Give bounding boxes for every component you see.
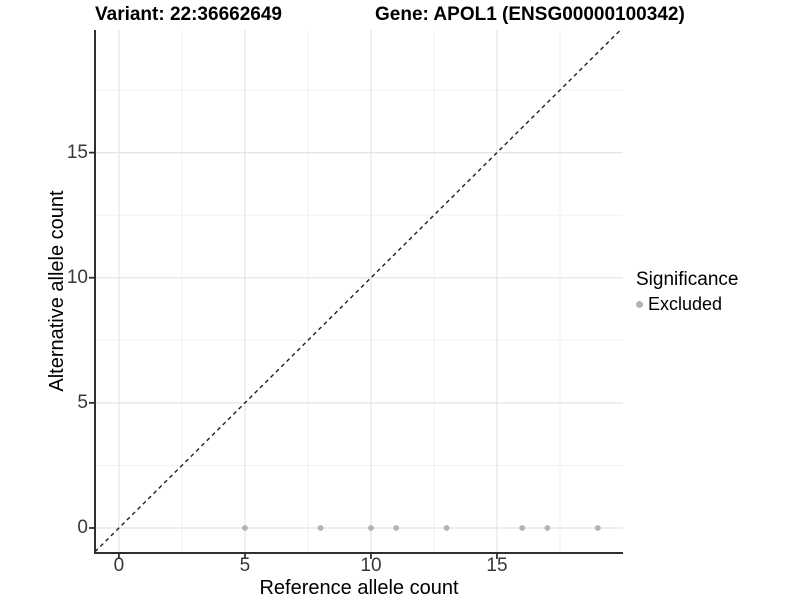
legend-point-icon (636, 301, 643, 308)
scatter-point (242, 525, 248, 531)
x-axis-title: Reference allele count (259, 577, 459, 599)
y-tick-label: 0 (77, 516, 88, 538)
legend-title: Significance (636, 269, 739, 290)
plot-title-gene: Gene: APOL1 (ENSG00000100342) (375, 4, 685, 25)
y-tick-label: 10 (66, 266, 88, 288)
scatter-point (317, 525, 324, 531)
scatter-point (368, 525, 374, 531)
y-tick-label: 5 (77, 391, 88, 413)
scatter-point (393, 525, 400, 531)
scatter-point (443, 525, 450, 531)
plot-title-variant: Variant: 22:36662649 (95, 4, 282, 25)
y-tick-label: 15 (66, 141, 88, 163)
x-tick-label: 5 (239, 555, 251, 576)
scatter-point (544, 525, 551, 531)
x-tick-label: 10 (360, 555, 382, 576)
x-tick-label: 0 (113, 555, 125, 576)
x-tick-label: 15 (486, 555, 508, 576)
scatter-point (594, 525, 601, 531)
legend-item-excluded: Excluded (636, 294, 738, 315)
scatter-point (519, 525, 526, 531)
legend: Significance Excluded (636, 269, 738, 315)
legend-item-label: Excluded (648, 294, 723, 314)
identity-dashed-line (94, 29, 621, 553)
